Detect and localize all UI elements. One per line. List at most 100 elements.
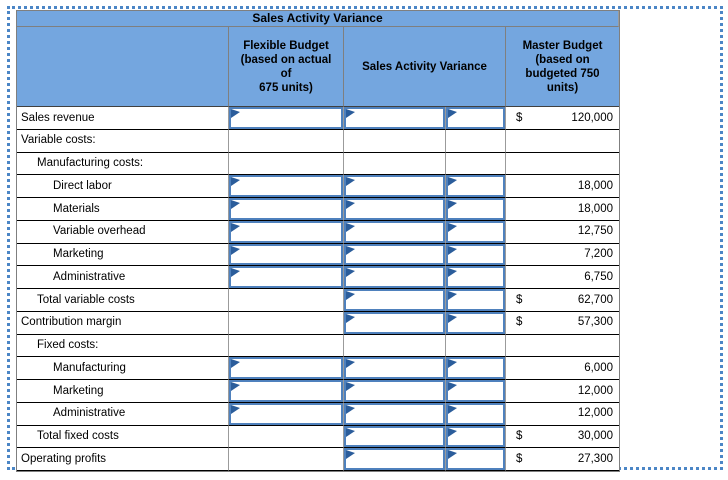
master-budget-cell: $ 30,000 xyxy=(506,426,619,449)
variance-amount-input[interactable] xyxy=(344,289,445,311)
input-flag-icon xyxy=(448,245,457,255)
input-flag-icon xyxy=(448,359,457,369)
flexible-budget-cell xyxy=(229,152,344,176)
variance-amount-input[interactable] xyxy=(344,311,445,334)
master-budget-value: 6,000 xyxy=(584,361,613,374)
master-budget-value: 30,000 xyxy=(577,430,613,443)
row-label: Operating profits xyxy=(17,448,229,471)
variance-amount-cell xyxy=(344,243,446,267)
variance-direction-input[interactable] xyxy=(446,266,505,288)
row-label: Marketing xyxy=(17,243,229,267)
variance-direction-input[interactable] xyxy=(446,107,505,129)
row-label: Variable overhead xyxy=(17,220,229,244)
variance-direction-cell xyxy=(446,175,506,198)
input-flag-icon xyxy=(346,450,355,460)
row-label: Variable costs: xyxy=(17,129,229,153)
variance-direction-input[interactable] xyxy=(446,175,505,197)
variance-direction-cell xyxy=(446,334,506,358)
input-flag-icon xyxy=(231,382,240,391)
flexible-budget-input[interactable] xyxy=(229,266,343,288)
variance-direction-input[interactable] xyxy=(446,380,505,402)
variance-direction-input[interactable] xyxy=(446,448,505,470)
variance-amount-input[interactable] xyxy=(344,220,445,243)
row-label: Fixed costs: xyxy=(17,334,229,358)
row-label: Total variable costs xyxy=(17,289,229,312)
currency-symbol: $ xyxy=(516,316,523,329)
variance-amount-input[interactable] xyxy=(344,425,445,448)
flexible-budget-cell xyxy=(229,243,344,267)
row-label: Direct labor xyxy=(17,175,229,198)
variance-direction-cell xyxy=(446,402,506,426)
variance-direction-input[interactable] xyxy=(446,243,505,266)
flexible-budget-cell xyxy=(229,220,344,244)
variance-amount-input[interactable] xyxy=(344,107,445,129)
variance-amount-input[interactable] xyxy=(344,198,445,220)
flexible-budget-cell xyxy=(229,289,344,312)
master-budget-cell: $ 120,000 xyxy=(506,107,619,130)
variance-direction-cell xyxy=(446,448,506,471)
input-flag-icon xyxy=(346,404,355,414)
master-budget-cell: 18,000 xyxy=(506,198,619,221)
master-budget-cell: 7,200 xyxy=(506,244,619,267)
variance-amount-input[interactable] xyxy=(344,175,445,197)
variance-amount-input[interactable] xyxy=(344,266,445,288)
input-flag-icon xyxy=(346,427,355,437)
row-label: Marketing xyxy=(17,380,229,403)
row-label: Administrative xyxy=(17,266,229,289)
variance-direction-input[interactable] xyxy=(446,425,505,448)
input-flag-icon xyxy=(448,382,457,391)
variance-direction-cell xyxy=(446,220,506,244)
variance-amount-input[interactable] xyxy=(344,402,445,425)
variance-amount-cell xyxy=(344,175,446,198)
variance-direction-input[interactable] xyxy=(446,311,505,334)
master-budget-value: 62,700 xyxy=(577,293,613,306)
variance-direction-cell xyxy=(446,357,506,380)
variance-amount-cell xyxy=(344,289,446,312)
master-budget-column-header: Master Budget (based on budgeted 750 uni… xyxy=(506,27,619,107)
flexible-budget-cell xyxy=(229,448,344,471)
input-flag-icon xyxy=(346,222,355,232)
variance-direction-cell xyxy=(446,266,506,289)
variance-direction-cell xyxy=(446,198,506,221)
flexible-budget-input[interactable] xyxy=(229,402,343,425)
variance-amount-cell xyxy=(344,334,446,358)
variance-amount-cell xyxy=(344,198,446,221)
variance-direction-input[interactable] xyxy=(446,402,505,425)
variance-amount-cell xyxy=(344,220,446,244)
flexible-budget-cell xyxy=(229,425,344,449)
variance-amount-cell xyxy=(344,266,446,289)
variance-direction-cell xyxy=(446,311,506,335)
master-budget-value: 57,300 xyxy=(577,316,613,329)
variance-direction-input[interactable] xyxy=(446,289,505,311)
variance-amount-input[interactable] xyxy=(344,380,445,402)
input-flag-icon xyxy=(346,177,355,187)
row-label: Total fixed costs xyxy=(17,425,229,449)
variance-direction-input[interactable] xyxy=(446,220,505,243)
currency-symbol: $ xyxy=(516,111,523,124)
variance-amount-input[interactable] xyxy=(344,448,445,470)
master-budget-cell xyxy=(506,153,619,176)
input-flag-icon xyxy=(448,222,457,232)
variance-amount-input[interactable] xyxy=(344,243,445,266)
master-budget-cell xyxy=(506,130,619,153)
flexible-budget-cell xyxy=(229,357,344,380)
variance-direction-cell xyxy=(446,129,506,153)
variance-direction-cell xyxy=(446,425,506,449)
input-flag-icon xyxy=(346,245,355,255)
flexible-budget-input[interactable] xyxy=(229,357,343,379)
flexible-budget-input[interactable] xyxy=(229,220,343,243)
variance-direction-input[interactable] xyxy=(446,198,505,220)
input-flag-icon xyxy=(448,109,457,118)
flexible-budget-input[interactable] xyxy=(229,175,343,197)
flexible-budget-input[interactable] xyxy=(229,380,343,402)
variance-direction-cell xyxy=(446,380,506,403)
master-budget-cell xyxy=(506,335,619,358)
input-flag-icon xyxy=(231,359,240,369)
flexible-budget-input[interactable] xyxy=(229,107,343,129)
variance-direction-input[interactable] xyxy=(446,357,505,379)
input-flag-icon xyxy=(346,109,355,118)
input-flag-icon xyxy=(346,359,355,369)
flexible-budget-input[interactable] xyxy=(229,198,343,220)
flexible-budget-input[interactable] xyxy=(229,243,343,266)
variance-amount-input[interactable] xyxy=(344,357,445,379)
